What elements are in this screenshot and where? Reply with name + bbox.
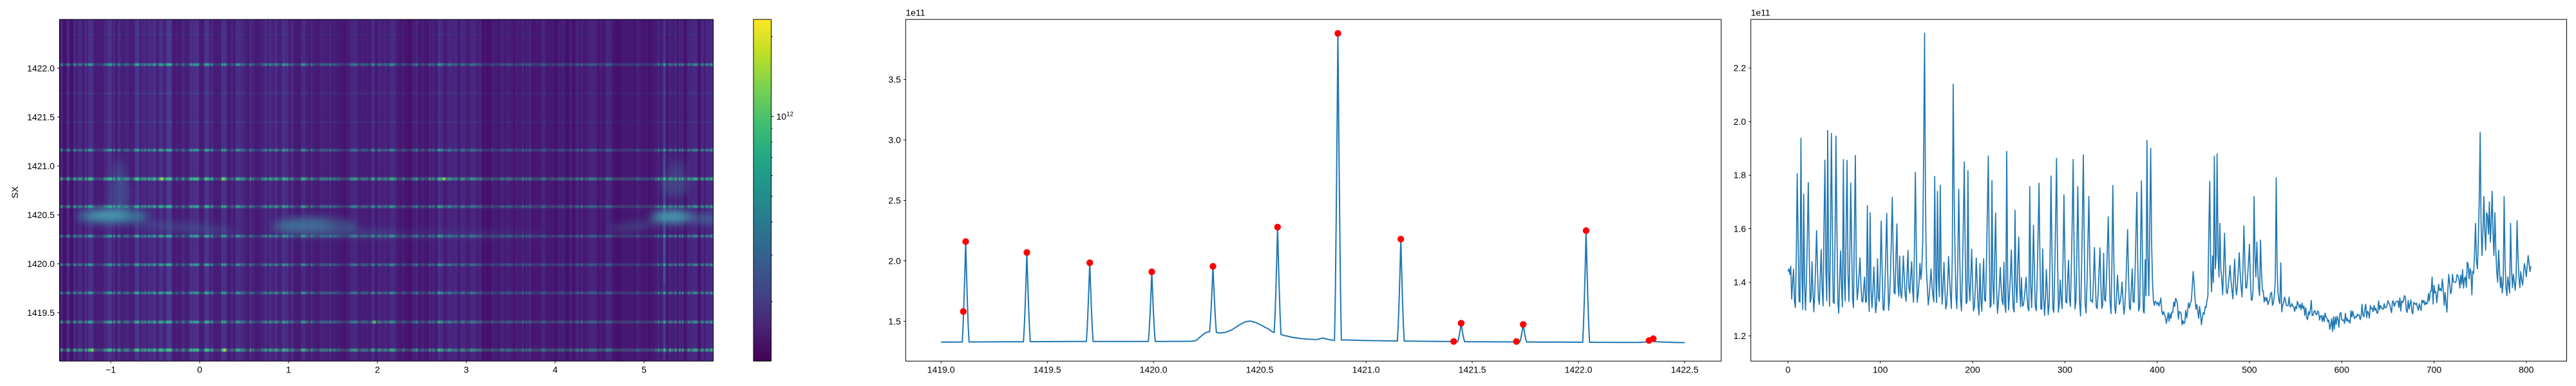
svg-text:1422.0: 1422.0 [1565, 365, 1593, 375]
svg-text:0: 0 [1786, 365, 1791, 375]
svg-text:1420.5: 1420.5 [1246, 365, 1274, 375]
svg-text:2.2: 2.2 [1734, 63, 1747, 73]
svg-text:1: 1 [286, 365, 291, 375]
svg-text:−1: −1 [106, 365, 116, 375]
svg-text:1419.5: 1419.5 [27, 308, 55, 318]
svg-text:3.0: 3.0 [888, 134, 901, 145]
svg-text:600: 600 [2334, 365, 2350, 375]
svg-text:2.5: 2.5 [888, 195, 901, 205]
svg-text:4: 4 [553, 365, 558, 375]
svg-text:1e11: 1e11 [905, 8, 925, 18]
svg-text:SX: SX [10, 186, 20, 198]
svg-text:1421.5: 1421.5 [27, 112, 55, 122]
svg-text:500: 500 [2242, 365, 2257, 375]
svg-text:5: 5 [641, 365, 647, 375]
svg-text:100: 100 [1873, 365, 1888, 375]
svg-text:1.6: 1.6 [1734, 223, 1747, 234]
svg-text:1.5: 1.5 [888, 317, 901, 327]
svg-text:2: 2 [375, 365, 380, 375]
svg-text:300: 300 [2058, 365, 2073, 375]
svg-text:1420.0: 1420.0 [1140, 365, 1168, 375]
svg-text:1419.0: 1419.0 [927, 365, 955, 375]
svg-text:0: 0 [197, 365, 202, 375]
svg-text:1.4: 1.4 [1734, 277, 1747, 288]
svg-text:1421.0: 1421.0 [27, 161, 55, 171]
svg-text:1421.5: 1421.5 [1459, 365, 1486, 375]
svg-text:1419.5: 1419.5 [1034, 365, 1061, 375]
svg-text:400: 400 [2150, 365, 2165, 375]
svg-text:1422.5: 1422.5 [1671, 365, 1699, 375]
svg-text:1420.0: 1420.0 [27, 259, 55, 269]
svg-text:1421.0: 1421.0 [1352, 365, 1380, 375]
svg-text:700: 700 [2427, 365, 2442, 375]
svg-text:1e11: 1e11 [1751, 8, 1770, 18]
svg-text:200: 200 [1965, 365, 1980, 375]
svg-text:3: 3 [464, 365, 469, 375]
svg-text:1.2: 1.2 [1734, 331, 1747, 341]
svg-text:1420.5: 1420.5 [27, 210, 55, 220]
svg-text:1.8: 1.8 [1734, 170, 1747, 180]
svg-text:2.0: 2.0 [1734, 116, 1747, 127]
svg-text:2.0: 2.0 [888, 255, 901, 266]
svg-text:3.5: 3.5 [888, 74, 901, 84]
svg-text:1422.0: 1422.0 [27, 63, 55, 73]
svg-text:800: 800 [2519, 365, 2534, 375]
